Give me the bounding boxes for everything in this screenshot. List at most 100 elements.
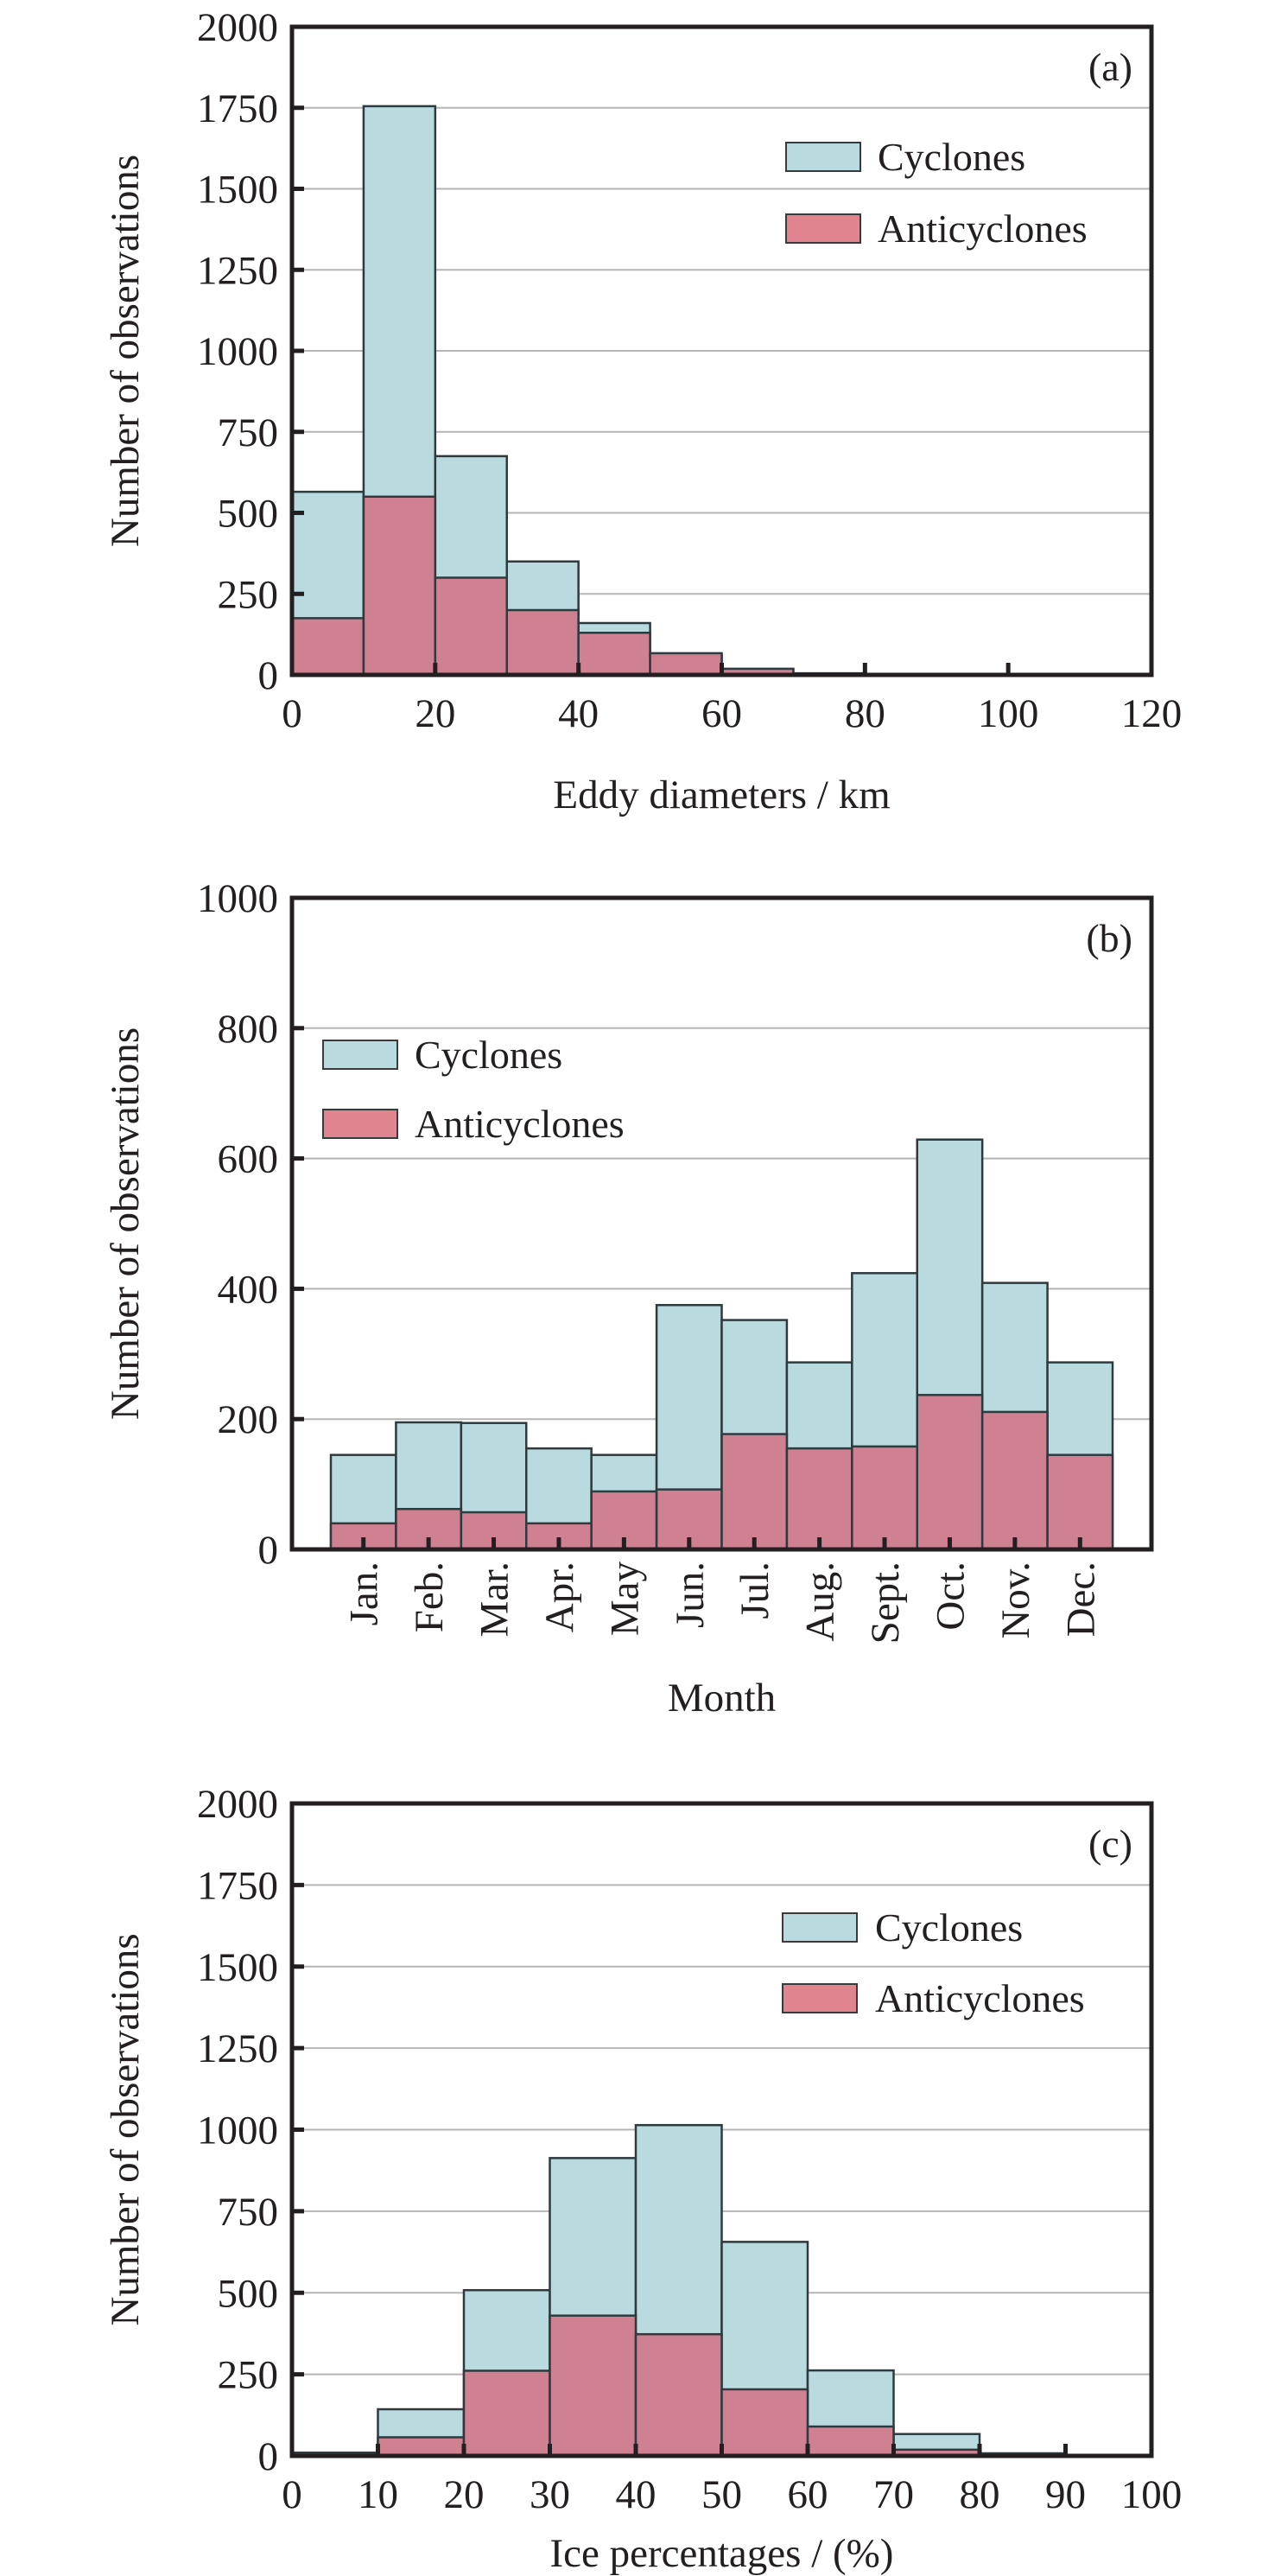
y-tick-label: 200 (218, 1397, 279, 1442)
y-tick-label: 400 (218, 1267, 279, 1312)
bar-anticyclones-1020 (362, 495, 437, 677)
y-tick-label: 2000 (197, 5, 278, 50)
y-tick-label: 1000 (197, 876, 278, 921)
x-tick-label: 10 (358, 2472, 398, 2517)
x-tick-label: 40 (616, 2472, 657, 2517)
legend-label-cyclones: Cyclones (415, 1033, 562, 1077)
legend-swatch-cyclones (322, 1040, 398, 1070)
month-label: Sept. (863, 1562, 908, 1644)
month-label: Jul. (733, 1562, 777, 1619)
bar-anticyclones-sept (851, 1445, 918, 1551)
month-label: Dec. (1058, 1562, 1103, 1637)
y-axis-title: Number of observations (103, 1933, 148, 2325)
bar-anticyclones-5060 (649, 652, 723, 677)
bar-anticyclones-jul (720, 1433, 789, 1551)
bar-anticyclones-3040 (549, 2314, 638, 2458)
bar-anticyclones-mar (460, 1511, 528, 1551)
x-axis-title: Ice percentages / (%) (550, 2531, 894, 2576)
x-tick-label: 20 (415, 691, 455, 736)
legend-swatch-cyclones (785, 142, 861, 172)
legend-label-cyclones: Cyclones (878, 135, 1025, 179)
legend-label-anticyclones: Anticyclones (415, 1102, 625, 1146)
y-tick-label: 250 (218, 2353, 279, 2398)
month-label: May (602, 1562, 647, 1637)
y-tick-label: 2000 (197, 1782, 278, 1827)
month-label: Apr. (537, 1562, 582, 1632)
month-label: Aug. (798, 1562, 843, 1642)
bar-anticyclones-010 (290, 617, 365, 677)
panel-a: 0 250 500 750 1000 1250 1500 1750 2000 0 20 40 60 80 1… (103, 5, 1182, 817)
panel-label: (b) (1086, 916, 1132, 960)
x-tick-label: 80 (960, 2472, 1000, 2517)
x-tick-label: 100 (1121, 2472, 1183, 2517)
panel-label: (a) (1088, 45, 1132, 89)
x-tick-label: 60 (788, 2472, 828, 2517)
y-tick-label: 1750 (197, 1863, 278, 1908)
y-axis-title: Number of observations (103, 155, 148, 547)
y-axis-title: Number of observations (103, 1027, 148, 1420)
y-tick-label: 1500 (197, 168, 278, 213)
x-tick-label: 80 (845, 691, 885, 736)
y-tick-label: 500 (218, 2271, 279, 2316)
x-axis-title: Month (668, 1676, 776, 1721)
y-tick-label: 1250 (197, 2026, 278, 2071)
bar-anticyclones-2030 (434, 576, 509, 677)
x-tick-label: 70 (873, 2472, 914, 2517)
legend-label-cyclones: Cyclones (875, 1905, 1023, 1949)
bar-anticyclones-oct (916, 1394, 984, 1551)
x-tick-label: 20 (444, 2472, 485, 2517)
y-tick-label: 500 (218, 492, 279, 537)
panel-b: 0 200 400 600 800 1000 Jan. Feb. Mar. Apr. May Jun.… (103, 876, 1154, 1721)
x-tick-label: 0 (282, 691, 302, 736)
x-tick-label: 40 (558, 691, 599, 736)
legend-swatch-anticyclones (785, 213, 861, 244)
legend: Cyclones Anticyclones (322, 1033, 625, 1146)
plot-frame (289, 895, 1154, 1552)
bar-anticyclones-4050 (634, 2332, 723, 2458)
legend-label-anticyclones: Anticyclones (878, 207, 1088, 251)
y-tick-label: 1000 (197, 329, 278, 374)
y-tick-label: 0 (258, 653, 279, 698)
y-tick-label: 750 (218, 2190, 279, 2235)
y-tick-label: 600 (218, 1137, 279, 1182)
x-tick-label: 60 (701, 691, 742, 736)
y-tick-label: 0 (258, 2434, 279, 2479)
y-tick-label: 1750 (197, 86, 278, 131)
x-tick-label: 90 (1045, 2472, 1086, 2517)
month-label: Mar. (473, 1562, 517, 1637)
bar-anticyclones-aug (785, 1447, 853, 1551)
month-label: Jun. (668, 1562, 713, 1628)
bar-anticyclones-dec (1046, 1453, 1114, 1551)
month-label: Nov. (993, 1562, 1038, 1639)
panel-label: (c) (1088, 1822, 1132, 1866)
month-label: Jan. (342, 1562, 387, 1625)
legend: Cyclones Anticyclones (785, 135, 1088, 251)
legend-label-anticyclones: Anticyclones (875, 1976, 1085, 2020)
month-label: Feb. (407, 1562, 452, 1632)
x-axis-title: Eddy diameters / km (553, 773, 890, 817)
legend: Cyclones Anticyclones (782, 1905, 1085, 2020)
y-tick-label: 1000 (197, 2109, 278, 2153)
x-tick-label: 30 (530, 2472, 570, 2517)
y-tick-label: 0 (258, 1528, 279, 1573)
x-tick-label: 120 (1121, 691, 1183, 736)
x-tick-label: 100 (978, 691, 1039, 736)
bar-anticyclones-nov (980, 1410, 1049, 1551)
x-tick-label: 50 (701, 2472, 742, 2517)
month-label: Oct. (928, 1562, 973, 1631)
bar-anticyclones-3040 (505, 608, 580, 677)
y-tick-label: 800 (218, 1007, 279, 1052)
legend-swatch-anticyclones (782, 1983, 858, 2013)
y-tick-label: 250 (218, 572, 279, 617)
x-tick-label: 0 (282, 2472, 302, 2517)
y-tick-label: 750 (218, 410, 279, 455)
panel-c: 0 250 500 750 1000 1250 1500 1750 2000 0 10 20 30 40 5… (103, 1782, 1182, 2576)
bar-anticyclones-5060 (720, 2388, 809, 2458)
y-tick-label: 1250 (197, 248, 278, 293)
bar-anticyclones-2030 (462, 2369, 551, 2458)
legend-swatch-cyclones (782, 1912, 858, 1943)
legend-swatch-anticyclones (322, 1109, 398, 1139)
bar-anticyclones-1020 (377, 2436, 466, 2458)
bar-anticyclones-6070 (806, 2425, 895, 2458)
